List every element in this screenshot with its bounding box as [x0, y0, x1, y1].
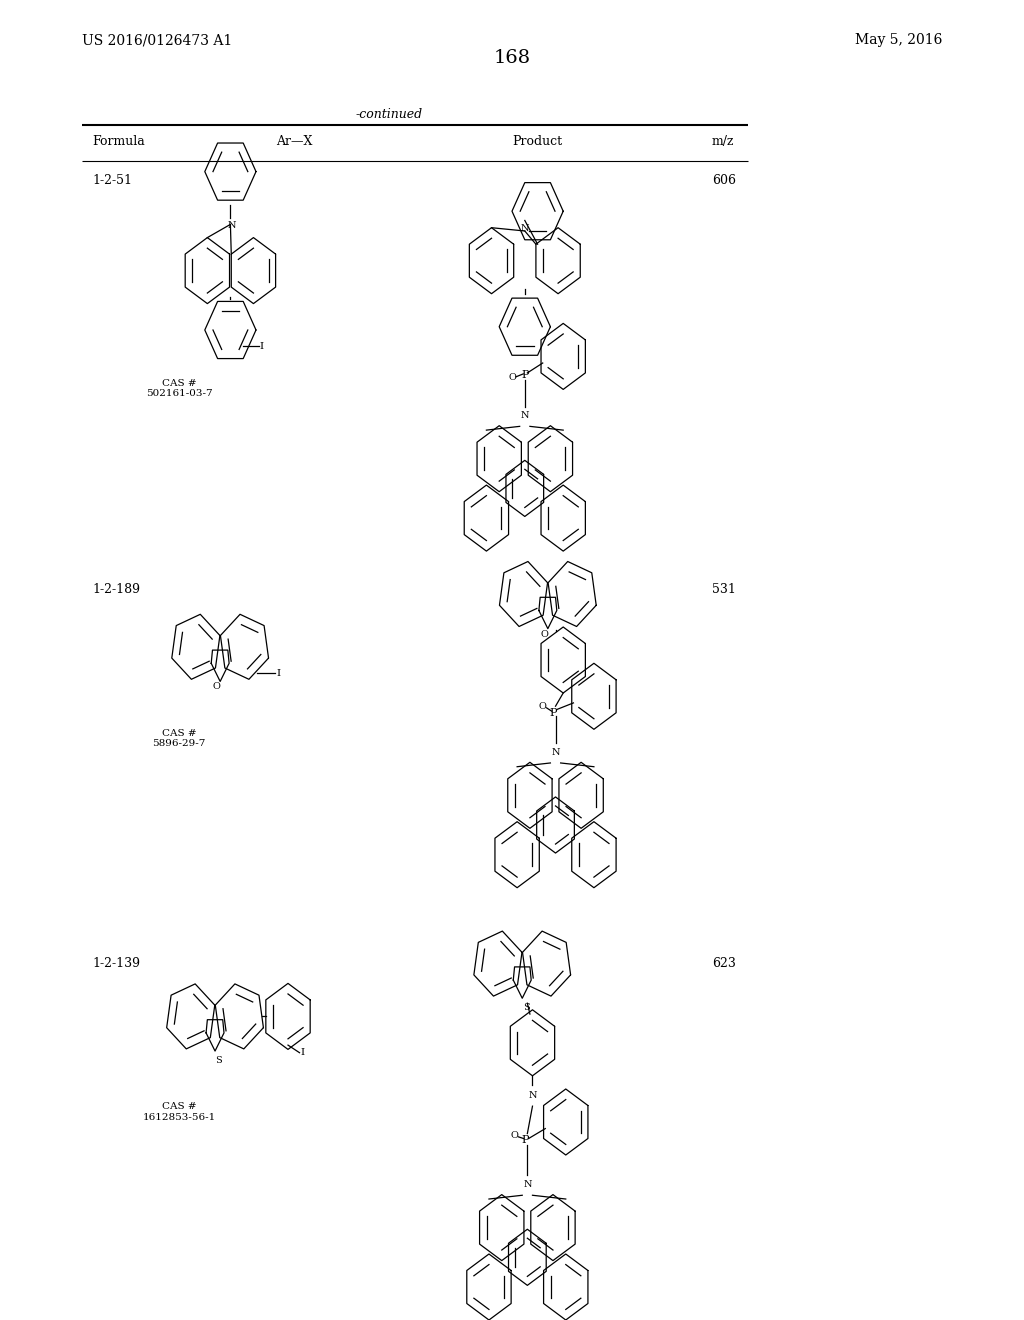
Text: 168: 168	[494, 49, 530, 67]
Text: S: S	[522, 1003, 529, 1012]
Text: 1-2-139: 1-2-139	[92, 957, 140, 970]
Text: CAS #
502161-03-7: CAS # 502161-03-7	[145, 379, 213, 399]
Text: 1-2-189: 1-2-189	[92, 583, 140, 597]
Text: CAS #
1612853-56-1: CAS # 1612853-56-1	[142, 1102, 216, 1122]
Text: 606: 606	[712, 174, 735, 187]
Text: CAS #
5896-29-7: CAS # 5896-29-7	[153, 729, 206, 748]
Text: 1-2-51: 1-2-51	[92, 174, 132, 187]
Text: 531: 531	[712, 583, 735, 597]
Text: P: P	[549, 708, 557, 718]
Text: May 5, 2016: May 5, 2016	[855, 33, 942, 48]
Text: -continued: -continued	[355, 108, 423, 121]
Text: N: N	[523, 1180, 531, 1189]
Text: N: N	[551, 748, 560, 756]
Text: Product: Product	[512, 135, 562, 148]
Text: P: P	[521, 1135, 528, 1146]
Text: N: N	[520, 224, 529, 232]
Text: P: P	[521, 370, 528, 380]
Text: Formula: Formula	[92, 135, 145, 148]
Text: N: N	[520, 412, 529, 420]
Text: N: N	[227, 222, 236, 230]
Text: m/z: m/z	[712, 135, 734, 148]
Text: I: I	[260, 342, 264, 351]
Text: O: O	[540, 630, 548, 639]
Text: O: O	[508, 374, 516, 383]
Text: N: N	[528, 1092, 537, 1100]
Text: I: I	[276, 669, 281, 677]
Text: 623: 623	[712, 957, 735, 970]
Text: US 2016/0126473 A1: US 2016/0126473 A1	[82, 33, 232, 48]
Text: S: S	[215, 1056, 222, 1065]
Text: O: O	[212, 682, 220, 692]
Text: I: I	[301, 1048, 305, 1057]
Text: O: O	[539, 702, 547, 710]
Text: Ar—X: Ar—X	[276, 135, 313, 148]
Text: O: O	[511, 1131, 518, 1139]
